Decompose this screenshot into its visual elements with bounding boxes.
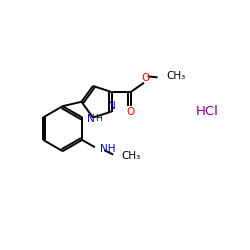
Text: CH₃: CH₃ bbox=[122, 151, 141, 161]
Text: O: O bbox=[126, 106, 135, 117]
Text: H: H bbox=[95, 114, 102, 123]
Text: HCl: HCl bbox=[196, 105, 218, 118]
Text: N: N bbox=[87, 114, 95, 124]
Text: NH: NH bbox=[100, 144, 116, 154]
Text: O: O bbox=[142, 73, 150, 83]
Text: N: N bbox=[108, 101, 116, 111]
Text: CH₃: CH₃ bbox=[167, 71, 186, 81]
